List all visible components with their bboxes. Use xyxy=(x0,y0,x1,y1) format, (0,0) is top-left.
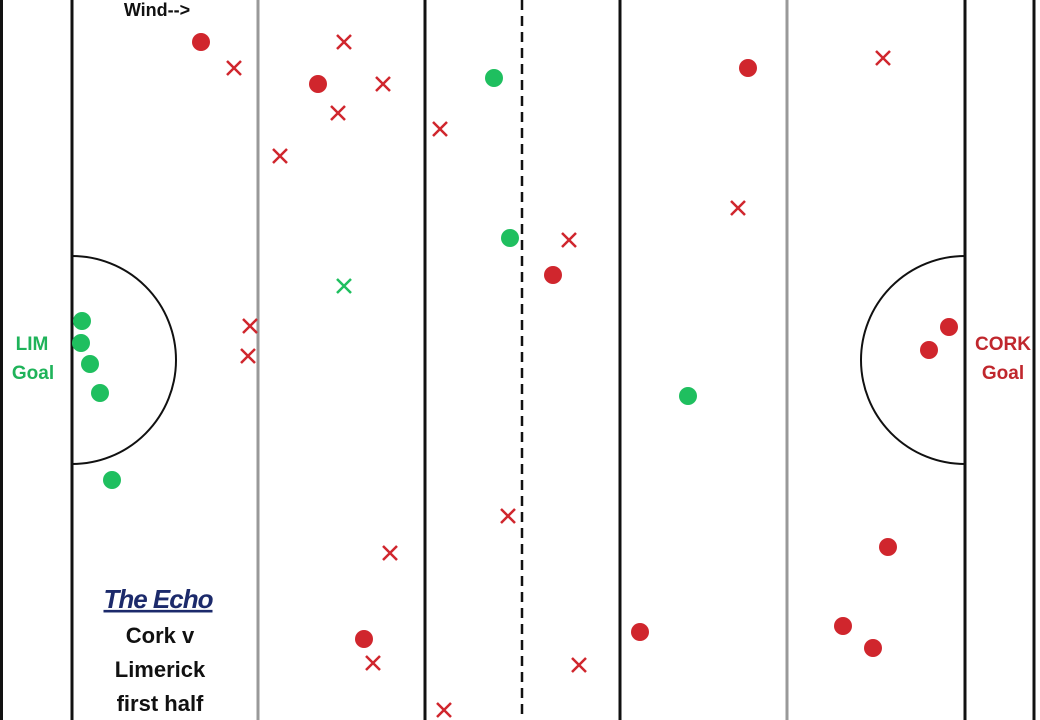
miss-cross xyxy=(571,657,587,673)
miss-cross xyxy=(365,655,381,671)
miss-cross xyxy=(382,545,398,561)
score-dot xyxy=(81,355,99,373)
miss-cross xyxy=(240,348,256,364)
score-dot xyxy=(309,75,327,93)
score-dot xyxy=(864,639,882,657)
goal-label: Goal xyxy=(982,363,1024,384)
score-dot xyxy=(501,229,519,247)
wind-label: Wind--> xyxy=(124,0,190,20)
score-dot xyxy=(679,387,697,405)
score-dot xyxy=(544,266,562,284)
score-dot xyxy=(485,69,503,87)
goal-team: LIM xyxy=(16,334,49,355)
goal-team: CORK xyxy=(975,334,1031,355)
score-dot xyxy=(91,384,109,402)
goal-label: Goal xyxy=(12,363,54,384)
score-dot xyxy=(739,59,757,77)
miss-cross xyxy=(226,60,242,76)
arc xyxy=(71,255,177,465)
score-dot xyxy=(192,33,210,51)
miss-cross xyxy=(500,508,516,524)
score-dot xyxy=(631,623,649,641)
miss-cross xyxy=(561,232,577,248)
shots xyxy=(72,33,958,718)
caption-line: Cork v xyxy=(126,623,195,648)
score-dot xyxy=(920,341,938,359)
score-dot xyxy=(73,312,91,330)
score-dot xyxy=(940,318,958,336)
miss-cross xyxy=(242,318,258,334)
caption-line: Limerick xyxy=(115,657,206,682)
miss-cross xyxy=(730,200,746,216)
miss-cross xyxy=(432,121,448,137)
score-dot xyxy=(355,630,373,648)
score-dot xyxy=(103,471,121,489)
brand: The Echo xyxy=(103,584,213,614)
miss-cross xyxy=(336,34,352,50)
miss-cross xyxy=(875,50,891,66)
miss-cross xyxy=(336,278,352,294)
score-dot xyxy=(879,538,897,556)
miss-cross xyxy=(272,148,288,164)
score-dot xyxy=(72,334,90,352)
miss-cross xyxy=(375,76,391,92)
miss-cross xyxy=(330,105,346,121)
arc xyxy=(860,255,966,465)
caption-line: first half xyxy=(117,691,204,716)
score-dot xyxy=(834,617,852,635)
miss-cross xyxy=(436,702,452,718)
